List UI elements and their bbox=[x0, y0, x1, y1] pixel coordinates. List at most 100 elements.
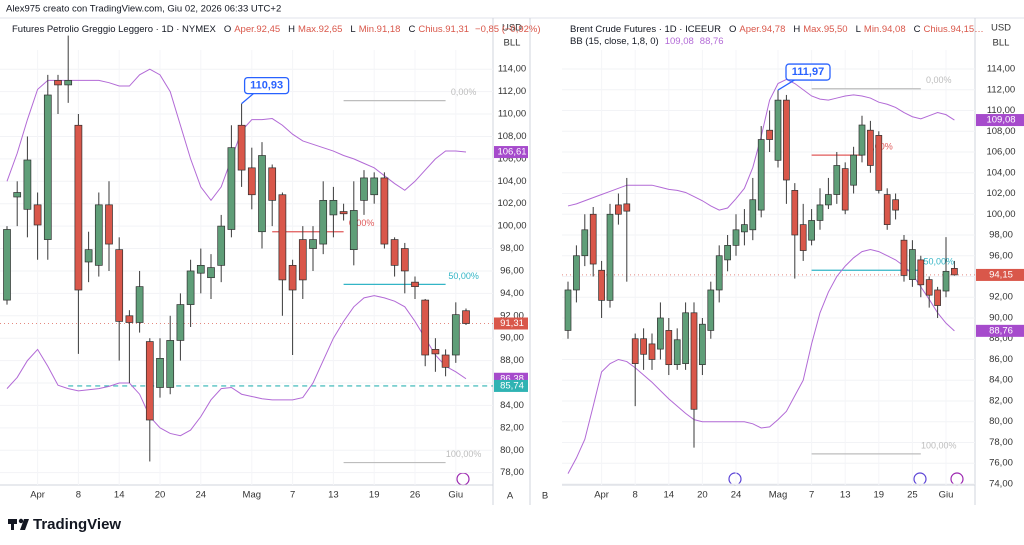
y-tick-label: 114,00 bbox=[498, 64, 526, 75]
indicator-value: 88,76 bbox=[700, 36, 724, 47]
fib-label: 50,00% bbox=[924, 257, 955, 267]
price-label-box bbox=[976, 324, 1024, 337]
y-tick-label: 102,00 bbox=[986, 188, 1015, 199]
candle-body bbox=[606, 213, 614, 301]
candle-body bbox=[451, 314, 460, 356]
candle-body bbox=[64, 80, 73, 86]
candle-body bbox=[135, 286, 144, 323]
candle-body bbox=[360, 177, 368, 201]
x-tick-label: Mag bbox=[769, 490, 787, 501]
price-label: 88,76 bbox=[989, 325, 1013, 336]
candle-body bbox=[13, 192, 22, 198]
candle-body bbox=[288, 264, 297, 291]
candle-body bbox=[74, 124, 83, 291]
logo-mark bbox=[18, 518, 24, 524]
candle-body bbox=[581, 229, 589, 257]
y-tick-label: 98,00 bbox=[500, 243, 524, 254]
legend-key: L bbox=[350, 24, 355, 35]
candle-body bbox=[23, 159, 32, 210]
bollinger-band bbox=[6, 295, 467, 437]
brand-logo bbox=[8, 518, 29, 530]
callout-label: 111,97 bbox=[792, 66, 824, 78]
candle-body bbox=[380, 177, 389, 245]
candle-body bbox=[441, 354, 450, 368]
x-tick-label: 20 bbox=[155, 490, 166, 501]
axis-unit: USD bbox=[991, 23, 1011, 34]
x-tick-label: 19 bbox=[369, 490, 380, 501]
indicator-name: BB (15, close, 1,8, 0) bbox=[570, 36, 659, 47]
x-tick-label: 26 bbox=[410, 490, 421, 501]
y-tick-label: 104,00 bbox=[986, 167, 1015, 178]
legend: Futures Petrolio Greggio Leggero · 1D · … bbox=[12, 24, 541, 35]
x-tick-label: Giu bbox=[939, 490, 954, 501]
candle-body bbox=[791, 190, 799, 236]
candle-body bbox=[892, 199, 899, 211]
pane-label[interactable]: A bbox=[507, 491, 514, 502]
legend-key: L bbox=[856, 24, 861, 35]
candle-body bbox=[54, 80, 62, 86]
candle-body bbox=[909, 249, 916, 280]
y-tick-label: 108,00 bbox=[986, 126, 1015, 137]
candle-body bbox=[589, 213, 597, 265]
legend-key: O bbox=[224, 24, 231, 35]
axis-unit: USD bbox=[502, 23, 522, 34]
legend-key: H bbox=[793, 24, 800, 35]
x-tick-label: Apr bbox=[30, 490, 45, 501]
candle-body bbox=[825, 194, 832, 206]
bollinger-band bbox=[6, 68, 467, 202]
x-tick-label: 25 bbox=[907, 490, 918, 501]
candle-body bbox=[665, 330, 673, 366]
axis-unit: BLL bbox=[504, 38, 521, 49]
y-tick-label: 110,00 bbox=[987, 105, 1015, 116]
y-tick-label: 86,00 bbox=[989, 354, 1013, 365]
x-tick-label: 13 bbox=[840, 490, 851, 501]
y-tick-label: 96,00 bbox=[989, 250, 1013, 261]
candle-body bbox=[951, 268, 958, 276]
price-label: 86,38 bbox=[500, 373, 524, 384]
candle-body bbox=[741, 224, 748, 233]
brand: TradingView bbox=[33, 516, 121, 533]
price-label-box bbox=[976, 114, 1024, 127]
x-tick-label: 20 bbox=[697, 490, 708, 501]
candle-body bbox=[867, 129, 874, 166]
price-label-box bbox=[494, 317, 528, 330]
y-tick-label: 112,00 bbox=[498, 86, 526, 97]
candle-body bbox=[640, 338, 647, 355]
candle-body bbox=[411, 281, 419, 287]
legend-title: Brent Crude Futures · 1D · ICEEUR bbox=[570, 24, 721, 35]
candle-body bbox=[900, 239, 908, 276]
candle-body bbox=[925, 279, 933, 296]
candle-body bbox=[858, 124, 866, 156]
pane-label[interactable]: B bbox=[542, 491, 548, 502]
candle-body bbox=[237, 124, 246, 171]
callout-pointer bbox=[241, 92, 255, 105]
y-tick-label: 100,00 bbox=[497, 221, 526, 232]
candle-body bbox=[841, 168, 849, 211]
candle-body bbox=[176, 304, 185, 341]
candle-body bbox=[258, 155, 266, 233]
y-tick-label: 96,00 bbox=[500, 265, 524, 276]
price-label: 91,31 bbox=[500, 318, 524, 329]
x-tick-label: Giu bbox=[448, 490, 463, 501]
bollinger-band bbox=[567, 248, 955, 474]
candle-body bbox=[623, 203, 631, 212]
candle-body bbox=[3, 229, 11, 301]
y-tick-label: 82,00 bbox=[989, 395, 1013, 406]
candle-body bbox=[278, 194, 287, 281]
fib-label: 0,00% bbox=[451, 87, 477, 97]
candle-body bbox=[766, 129, 773, 140]
y-tick-label: 74,00 bbox=[989, 478, 1013, 489]
candle-body bbox=[690, 312, 698, 410]
x-tick-label: Apr bbox=[594, 490, 609, 501]
y-tick-label: 106,00 bbox=[986, 147, 1015, 158]
fib-label: 0,00% bbox=[349, 218, 375, 228]
x-tick-label: 7 bbox=[290, 490, 295, 501]
candle-body bbox=[682, 312, 689, 364]
candle-body bbox=[390, 239, 399, 266]
price-label: 85,74 bbox=[500, 380, 524, 391]
legend-value: Chius.94,15… bbox=[924, 24, 984, 35]
candle-body bbox=[707, 289, 715, 331]
y-tick-label: 98,00 bbox=[989, 230, 1013, 241]
callout-box bbox=[243, 76, 290, 95]
